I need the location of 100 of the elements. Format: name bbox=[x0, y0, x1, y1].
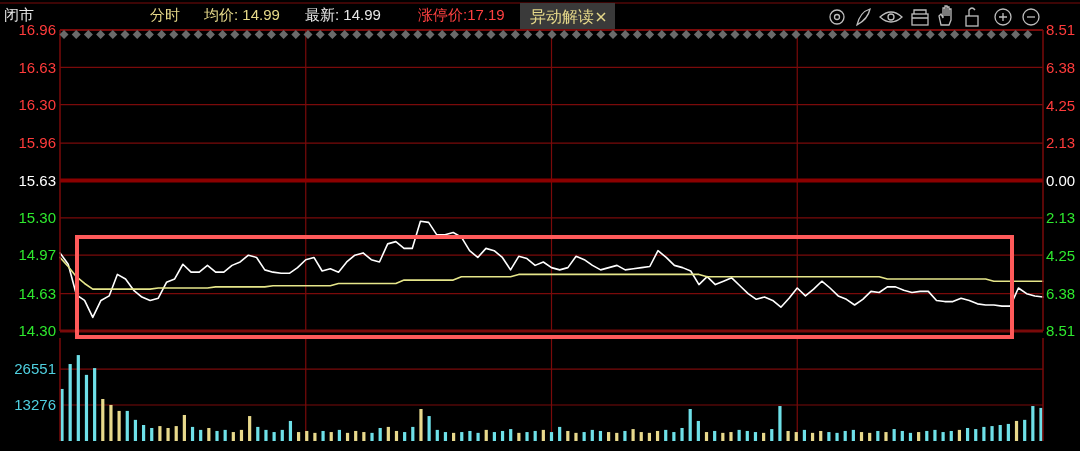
bar bbox=[215, 430, 219, 441]
bar bbox=[231, 432, 235, 441]
bar bbox=[574, 432, 578, 441]
y-tick-label: 15.63 bbox=[18, 171, 56, 189]
bar bbox=[778, 406, 782, 441]
y2-tick-label: 4.25 bbox=[1046, 96, 1076, 114]
bar bbox=[680, 427, 684, 441]
bar bbox=[199, 429, 203, 441]
bar bbox=[696, 420, 700, 441]
bar bbox=[721, 432, 725, 441]
bar bbox=[859, 432, 864, 441]
y-tick-label: 16.30 bbox=[18, 95, 56, 113]
bar bbox=[827, 432, 831, 441]
y2-tick-label: 2.13 bbox=[1046, 134, 1076, 152]
bar bbox=[884, 432, 888, 441]
bar bbox=[1039, 407, 1043, 441]
bar bbox=[101, 398, 105, 441]
bar bbox=[876, 430, 880, 441]
bar bbox=[598, 430, 603, 441]
bar bbox=[435, 429, 439, 441]
bar bbox=[688, 409, 692, 441]
bar bbox=[639, 432, 643, 441]
bar bbox=[158, 426, 162, 441]
text: 闭市 bbox=[4, 6, 34, 23]
bar bbox=[452, 432, 456, 441]
bar bbox=[394, 430, 399, 441]
y-tick-label: 26551 bbox=[14, 360, 56, 378]
bar bbox=[264, 429, 268, 441]
bar bbox=[1006, 423, 1010, 441]
y2-tick-label: 8.51 bbox=[1046, 322, 1076, 340]
text: 均价: 14.99 bbox=[203, 6, 280, 23]
bar bbox=[288, 420, 293, 441]
bar bbox=[843, 430, 847, 441]
bar bbox=[949, 430, 953, 441]
bar bbox=[256, 426, 260, 441]
line-series bbox=[59, 220, 1044, 319]
bar bbox=[484, 429, 488, 441]
bar bbox=[672, 432, 676, 441]
bar bbox=[362, 432, 366, 441]
bar bbox=[753, 432, 758, 441]
bar bbox=[354, 430, 358, 441]
bar bbox=[965, 427, 970, 441]
bar bbox=[60, 388, 64, 441]
bar bbox=[713, 430, 717, 441]
text: 最新: 14.99 bbox=[305, 6, 381, 23]
bar bbox=[84, 374, 89, 441]
bar bbox=[248, 416, 252, 441]
bar bbox=[647, 432, 651, 441]
bar bbox=[337, 429, 341, 441]
bar bbox=[1023, 419, 1027, 441]
bar bbox=[182, 414, 186, 441]
bar bbox=[794, 432, 798, 441]
bar bbox=[868, 432, 872, 441]
bar bbox=[892, 429, 896, 441]
bar bbox=[810, 432, 815, 441]
bar bbox=[305, 430, 309, 441]
bar bbox=[117, 410, 121, 441]
bar bbox=[582, 432, 586, 441]
y2-tick-label: 6.38 bbox=[1046, 284, 1076, 302]
bar bbox=[802, 429, 807, 441]
bar bbox=[239, 429, 244, 441]
bar bbox=[615, 432, 619, 441]
bar bbox=[941, 432, 945, 441]
bar bbox=[737, 429, 741, 441]
bar bbox=[386, 426, 390, 441]
bar bbox=[93, 368, 97, 441]
bar bbox=[427, 416, 431, 441]
bar bbox=[590, 429, 594, 441]
y-tick-label: 15.30 bbox=[18, 209, 56, 227]
bar bbox=[460, 432, 464, 441]
bar bbox=[403, 432, 407, 441]
y2-tick-label: 4.25 bbox=[1046, 246, 1076, 264]
y-tick-label: 14.97 bbox=[18, 246, 56, 264]
bar bbox=[321, 430, 325, 441]
bar bbox=[900, 430, 904, 441]
bar bbox=[908, 432, 913, 441]
bar bbox=[631, 429, 635, 441]
y2-tick-label: 2.13 bbox=[1046, 209, 1076, 227]
y2-tick-label: 8.51 bbox=[1046, 21, 1076, 39]
bar bbox=[851, 429, 855, 441]
bar bbox=[933, 429, 937, 441]
bar bbox=[517, 432, 521, 441]
bar bbox=[704, 432, 709, 441]
bar bbox=[150, 427, 154, 441]
bar bbox=[835, 432, 839, 441]
y2-tick-label: 0.00 bbox=[1046, 171, 1076, 189]
bar bbox=[1031, 406, 1035, 441]
bar bbox=[141, 425, 146, 441]
bar bbox=[125, 410, 129, 441]
y-tick-label: 13276 bbox=[14, 396, 56, 414]
bar bbox=[990, 426, 994, 441]
bar bbox=[492, 432, 496, 441]
bar bbox=[664, 429, 668, 441]
bar bbox=[443, 432, 448, 441]
bar bbox=[419, 409, 423, 441]
bar bbox=[76, 355, 80, 441]
bar bbox=[541, 429, 545, 441]
bar bbox=[917, 432, 921, 441]
bar bbox=[655, 430, 660, 441]
bar bbox=[166, 427, 170, 441]
